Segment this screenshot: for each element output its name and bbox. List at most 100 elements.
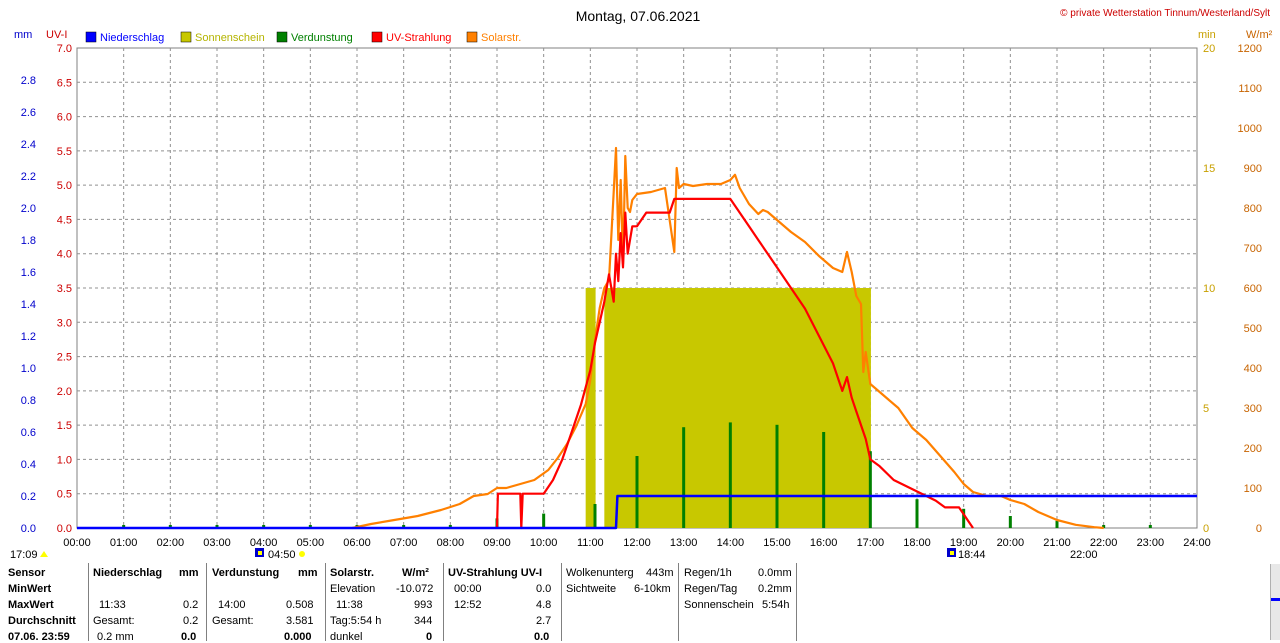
stats-regen-col: Regen/1h 0.0mm Regen/Tag 0.2mm Sonnensch… (684, 562, 794, 641)
sunshine-bar (795, 288, 801, 528)
sunshine-bar (688, 288, 694, 528)
evaporation-spike (682, 427, 686, 528)
series-line-uvstrahlung (495, 197, 974, 530)
sunshine-bar (637, 288, 643, 528)
solar-max-time: 11:38 (336, 599, 363, 611)
sunshine-bar (786, 288, 792, 528)
legend-swatch-icon (180, 31, 192, 43)
wm2-tick-label: 700 (1244, 243, 1262, 255)
evaporation-spike (262, 525, 266, 528)
x-tick-label: 07:00 (390, 537, 418, 549)
evaporation-spike (593, 504, 597, 528)
wm2-tick-label: 300 (1244, 403, 1262, 415)
evaporation-spike (915, 499, 919, 528)
sunshine-bar (651, 288, 657, 528)
series-line-niederschlag (77, 494, 1197, 530)
evaporation-spike (1148, 525, 1152, 528)
sunshine-bar (861, 288, 867, 528)
sunshine-bar (693, 288, 699, 528)
x-tick-label: 15:00 (763, 537, 791, 549)
sun-dot-icon (299, 551, 305, 557)
verdunstung-sum-label: Gesamt: (212, 615, 254, 627)
uv-tick-label: 1.5 (57, 420, 72, 432)
uv-tick-label: 7.0 (57, 43, 72, 55)
weather-chart: 00:00 01:00 02:00 03:00 04:00 05:00 06:00 07:00… (10, 8, 1273, 561)
sunshine-bar (590, 288, 596, 528)
x-tick-label: 10:00 (530, 537, 558, 549)
sunrise-icon-inner (258, 551, 262, 555)
axis-label-min: min (1198, 29, 1216, 41)
niederschlag-last-value: 0.0 (181, 631, 197, 643)
sunshine-bar (613, 288, 619, 528)
legend-label: Sonnenschein (195, 32, 265, 44)
divider (325, 563, 326, 641)
uv-tick-label: 6.5 (57, 77, 72, 89)
x-tick-label: 21:00 (1043, 537, 1071, 549)
sunshine-bar (660, 288, 666, 528)
sunshine-bar (865, 288, 871, 528)
sunshine-bar (744, 288, 750, 528)
uv-min-value: 0.0 (536, 583, 552, 595)
sunshine-bar (758, 288, 764, 528)
sunshine-bar (735, 288, 741, 528)
mm-tick-label: 1.8 (21, 235, 36, 247)
wm2-tick-label: 1000 (1238, 123, 1262, 135)
sunshine-bar (711, 288, 717, 528)
legend-swatch-icon (85, 31, 97, 43)
uv-tick-label: 4.0 (57, 249, 72, 261)
sunshine-bars (585, 288, 871, 528)
x-tick-label: 23:00 (1137, 537, 1165, 549)
sunshine-bar (777, 288, 783, 528)
niederschlag-max-time: 11:33 (99, 599, 126, 611)
stats-solar-col: Solarstr. W/m² Elevation -10.072 11:38 9… (330, 562, 440, 643)
sunrise-label: 04:50 (268, 549, 296, 561)
stats-niederschlag-col: Niederschlag mm 11:33 0.2 Gesamt: 0.2 0.… (93, 562, 203, 643)
sichtweite-label: Sichtweite (566, 583, 617, 595)
uv-tick-label: 0.5 (57, 489, 72, 501)
sunshine-bar (805, 288, 811, 528)
sunshine-bar (609, 288, 615, 528)
x-tick-label: 14:00 (717, 537, 745, 549)
evaporation-spike (542, 513, 546, 528)
x-tick-label: 18:00 (903, 537, 931, 549)
sunshine-bar (828, 288, 834, 528)
legend-label: UV-Strahlung (386, 32, 451, 44)
divider (561, 563, 562, 641)
sunshine-bar (753, 288, 759, 528)
mm-tick-label: 1.0 (21, 363, 36, 375)
night-label: 22:00 (1070, 549, 1098, 561)
evaporation-spike (635, 456, 639, 528)
tick-labels: 00:00 01:00 02:00 03:00 04:00 05:00 06:00 07:00… (21, 43, 1262, 549)
evaporation-spikes (122, 422, 1152, 528)
x-tick-label: 24:00 (1183, 537, 1211, 549)
sunshine-bar (739, 288, 745, 528)
x-tick-label: 16:00 (810, 537, 838, 549)
solar-dunkel-label: dunkel (330, 631, 363, 643)
sunshine-bar (833, 288, 839, 528)
uv-avg-value: 2.7 (536, 615, 552, 627)
sichtweite-value: 6-10km (634, 583, 671, 595)
minwert-label: MinWert (8, 583, 52, 595)
stats-sensor-col: Sensor MinWert MaxWert Durchschnitt 07.0… (8, 562, 88, 643)
x-tick-label: 01:00 (110, 537, 138, 549)
niederschlag-sum-label: Gesamt: (93, 615, 135, 627)
uv-tick-label: 1.0 (57, 454, 72, 466)
sunshine-bar (585, 288, 591, 528)
sunshine-bar (847, 288, 853, 528)
sunshine-bar (665, 288, 671, 528)
sunshine-bar (791, 288, 797, 528)
sunshine-bar (627, 288, 633, 528)
uv-min-time: 00:00 (454, 583, 482, 595)
legend: Niederschlag Sonnenschein Verdunstung UV-St… (85, 31, 521, 44)
x-tick-label: 03:00 (203, 537, 231, 549)
sunshine-bar (749, 288, 755, 528)
mini-scrollbar[interactable] (1270, 564, 1280, 640)
wm2-tick-label: 100 (1244, 483, 1262, 495)
uv-tick-label: 2.5 (57, 352, 72, 364)
sunshine-bar (618, 288, 624, 528)
x-tick-label: 09:00 (483, 537, 511, 549)
sunshine-bar (604, 288, 610, 528)
evaporation-spike (822, 432, 826, 528)
sunshine-bar (674, 288, 680, 528)
wm2-tick-label: 1200 (1238, 43, 1262, 55)
